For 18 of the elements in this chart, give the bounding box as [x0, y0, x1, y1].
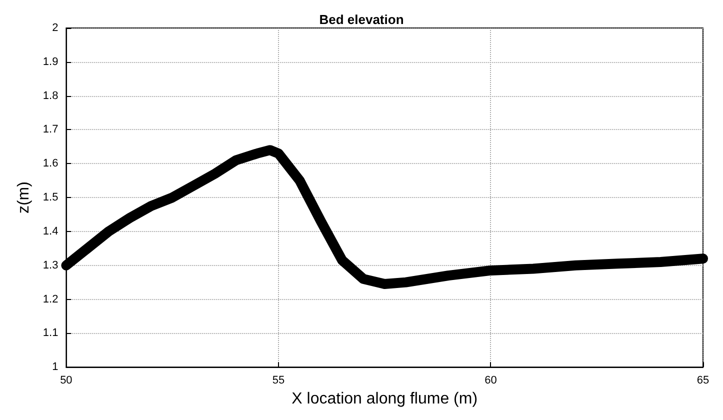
x-tick-label: 55	[272, 374, 285, 387]
y-tick-label: 1.7	[42, 124, 58, 136]
x-axis-title: X location along flume (m)	[292, 390, 478, 408]
y-tick-label: 1.6	[42, 158, 58, 170]
y-tick-label: 1	[52, 361, 58, 374]
y-tick-label: 2	[52, 22, 58, 34]
y-tick-label: 1.3	[42, 259, 58, 272]
y-tick-label: 1.9	[42, 56, 58, 68]
y-tick-label: 1.2	[42, 293, 58, 306]
y-axis-title: z(m)	[16, 182, 32, 214]
chart-title: Bed elevation	[319, 12, 404, 27]
x-tick-label: 65	[696, 374, 710, 387]
y-tick-label: 1.1	[42, 327, 58, 340]
x-tick-label: 50	[60, 374, 72, 387]
x-tick-label: 60	[484, 374, 497, 387]
y-tick-label: 1.4	[42, 225, 58, 238]
y-tick-label: 1.5	[42, 192, 58, 204]
y-tick-label: 1.8	[42, 90, 58, 102]
